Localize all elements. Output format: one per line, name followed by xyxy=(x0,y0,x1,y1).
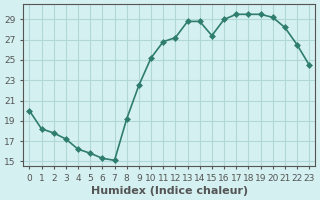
X-axis label: Humidex (Indice chaleur): Humidex (Indice chaleur) xyxy=(91,186,248,196)
